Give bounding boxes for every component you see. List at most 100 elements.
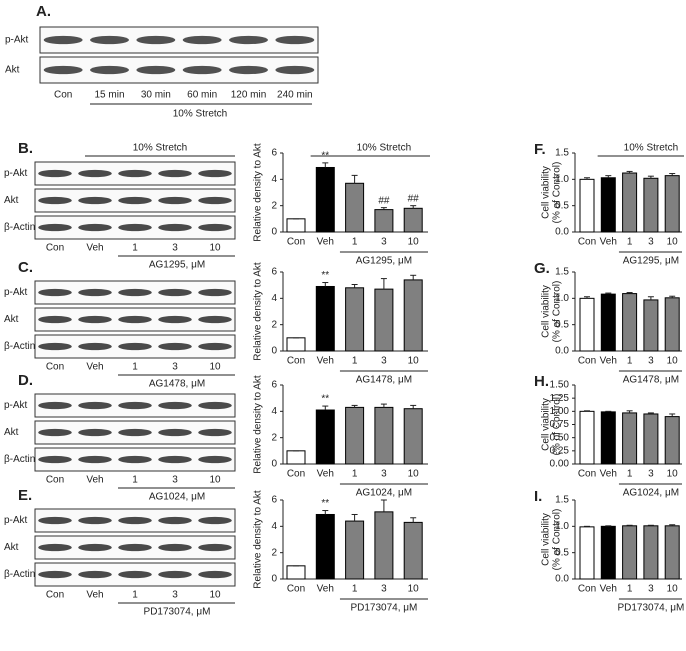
group-label: AG1024, μM	[356, 488, 412, 499]
y-tick-label: 0.50	[550, 432, 570, 443]
blot-band	[78, 223, 112, 232]
y-tick-label: 1.25	[550, 393, 570, 404]
bar	[286, 218, 306, 233]
x-tick-label: 10	[408, 356, 420, 367]
y-tick-label: 0	[271, 459, 277, 470]
blot-band	[198, 428, 232, 437]
annotation: **	[321, 394, 329, 405]
blot-band	[158, 570, 192, 579]
lane-label: 3	[172, 475, 178, 486]
blot-band	[158, 455, 192, 464]
blot-band	[78, 401, 112, 410]
lane-label: Veh	[86, 362, 103, 373]
x-tick-label: Veh	[600, 356, 617, 367]
y-tick-label: 4	[271, 174, 277, 185]
lane-label: 3	[172, 362, 178, 373]
x-tick-label: 1	[627, 469, 633, 480]
panel-label: F.	[534, 141, 546, 158]
y-axis-label: Cell viability	[541, 513, 552, 566]
x-tick-label: Con	[287, 469, 305, 480]
bar	[579, 410, 595, 465]
x-tick-label: 1	[627, 237, 633, 248]
bar	[664, 525, 680, 580]
x-tick-label: Veh	[600, 237, 617, 248]
x-tick-label: 1	[627, 356, 633, 367]
annotation: **	[321, 498, 329, 509]
panel-label: I.	[534, 488, 542, 505]
y-tick-label: 6	[271, 380, 277, 391]
blot-band	[158, 543, 192, 552]
blot-band	[38, 543, 72, 552]
bar	[622, 525, 638, 580]
group-label: AG1295, μM	[623, 256, 679, 267]
x-tick-label: 3	[648, 584, 654, 595]
blot-band	[182, 35, 222, 45]
y-axis-label: (% of Control)	[552, 162, 563, 224]
y-tick-label: 1.0	[555, 174, 569, 185]
y-axis-label: Relative density to Akt	[253, 262, 264, 361]
group-label: PD173074, μM	[144, 607, 211, 618]
blot-band	[158, 342, 192, 351]
y-tick-label: 1.0	[555, 521, 569, 532]
x-tick-label: 10	[667, 356, 679, 367]
lane-label: 1	[132, 475, 138, 486]
row-label: Akt	[5, 65, 20, 76]
row-label: Akt	[4, 314, 19, 325]
row-label: p-Akt	[4, 400, 28, 411]
y-tick-label: 1.5	[555, 267, 569, 278]
blot-band	[38, 342, 72, 351]
row-label: p-Akt	[4, 287, 28, 298]
bar	[315, 285, 335, 352]
lane-label: Veh	[86, 590, 103, 601]
x-tick-label: 3	[381, 356, 387, 367]
blot-band	[38, 169, 72, 178]
bar	[345, 182, 365, 233]
blot-band	[198, 342, 232, 351]
x-tick-label: 10	[408, 237, 420, 248]
blot-band	[43, 65, 83, 75]
blot-band	[118, 196, 152, 205]
x-tick-label: 10	[667, 237, 679, 248]
panel-label: C.	[18, 259, 33, 276]
blot-band	[38, 223, 72, 232]
group-label: PD173074, μM	[350, 603, 417, 614]
lane-label: 240 min	[277, 90, 313, 101]
x-tick-label: 1	[627, 584, 633, 595]
blot-band	[43, 35, 83, 45]
blot-band	[78, 428, 112, 437]
bar	[643, 177, 659, 233]
bar	[315, 409, 335, 465]
y-axis-label: Cell viability	[541, 285, 552, 338]
blot-band	[198, 455, 232, 464]
header-label: 10% Stretch	[624, 143, 678, 154]
y-axis-label: Relative density to Akt	[253, 375, 264, 474]
blot-band	[158, 169, 192, 178]
panel-label: G.	[534, 260, 550, 277]
y-axis-label: Cell viability	[541, 166, 552, 219]
bar	[374, 406, 394, 465]
header-label: 10% Stretch	[133, 143, 187, 154]
group-label: AG1295, μM	[356, 256, 412, 267]
y-tick-label: 0	[271, 574, 277, 585]
blot-band	[229, 35, 268, 45]
lane-label: Con	[46, 475, 64, 486]
blot-band	[198, 196, 232, 205]
group-label: AG1478, μM	[149, 379, 205, 390]
blot-frame	[39, 26, 319, 54]
bar	[643, 525, 659, 580]
row-label: p-Akt	[5, 35, 29, 46]
panel-label: E.	[18, 487, 32, 504]
y-tick-label: 0.0	[555, 574, 569, 585]
row-label: β-Actin	[4, 454, 35, 465]
x-tick-label: 1	[352, 584, 358, 595]
y-axis-label: (% of Control)	[552, 394, 563, 456]
bar	[286, 337, 306, 352]
blot-band	[136, 35, 176, 45]
bar	[622, 172, 638, 233]
row-label: Akt	[4, 542, 19, 553]
y-tick-label: 0.5	[555, 319, 569, 330]
blot-band	[118, 401, 152, 410]
x-tick-label: 3	[648, 237, 654, 248]
x-tick-label: Con	[578, 356, 596, 367]
